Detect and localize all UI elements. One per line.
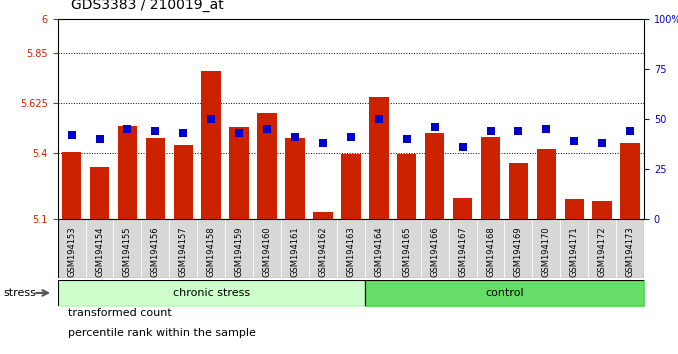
Point: [374, 117, 384, 122]
Point: [457, 145, 468, 150]
Point: [66, 133, 77, 138]
Text: stress: stress: [3, 288, 36, 298]
Point: [290, 135, 300, 140]
Point: [429, 125, 440, 130]
Bar: [341, 154, 361, 219]
Bar: [453, 198, 473, 219]
Text: GSM194162: GSM194162: [319, 227, 327, 277]
Text: GSM194166: GSM194166: [430, 227, 439, 277]
Text: GSM194171: GSM194171: [570, 227, 579, 277]
Text: GSM194160: GSM194160: [262, 227, 272, 277]
Text: chronic stress: chronic stress: [173, 288, 250, 298]
Text: GDS3383 / 210019_at: GDS3383 / 210019_at: [71, 0, 224, 12]
Text: GSM194158: GSM194158: [207, 227, 216, 277]
Bar: [508, 163, 528, 219]
Bar: [481, 137, 500, 219]
Bar: [225, 219, 253, 278]
Point: [94, 137, 105, 142]
Bar: [118, 126, 137, 219]
Bar: [58, 280, 365, 306]
Bar: [620, 143, 640, 219]
Bar: [170, 219, 197, 278]
Bar: [593, 201, 612, 219]
Text: GSM194167: GSM194167: [458, 227, 467, 277]
Bar: [616, 219, 644, 278]
Text: GSM194161: GSM194161: [290, 227, 300, 277]
Bar: [113, 219, 142, 278]
Point: [597, 141, 607, 146]
Bar: [201, 70, 221, 219]
Text: GSM194157: GSM194157: [179, 227, 188, 277]
Text: GSM194154: GSM194154: [95, 227, 104, 277]
Bar: [285, 138, 305, 219]
Text: GSM194172: GSM194172: [598, 227, 607, 277]
Bar: [589, 219, 616, 278]
Point: [206, 117, 217, 122]
Point: [401, 137, 412, 142]
Text: GSM194168: GSM194168: [486, 227, 495, 277]
Point: [234, 131, 245, 136]
Text: GSM194156: GSM194156: [151, 227, 160, 277]
Text: GSM194164: GSM194164: [374, 227, 383, 277]
Bar: [477, 219, 504, 278]
Text: GSM194163: GSM194163: [346, 227, 355, 277]
Point: [178, 131, 188, 136]
Bar: [560, 219, 589, 278]
Text: percentile rank within the sample: percentile rank within the sample: [68, 328, 256, 338]
Point: [317, 141, 328, 146]
Bar: [85, 219, 113, 278]
Text: control: control: [485, 288, 524, 298]
Point: [624, 129, 635, 134]
Text: GSM194169: GSM194169: [514, 227, 523, 277]
Point: [569, 139, 580, 144]
Bar: [281, 219, 309, 278]
Bar: [258, 113, 277, 219]
Bar: [420, 219, 449, 278]
Bar: [449, 219, 477, 278]
Bar: [146, 138, 165, 219]
Bar: [229, 127, 249, 219]
Bar: [393, 219, 420, 278]
Text: GSM194153: GSM194153: [67, 227, 76, 277]
Point: [485, 129, 496, 134]
Bar: [174, 145, 193, 219]
Bar: [313, 212, 333, 219]
Bar: [532, 219, 560, 278]
Bar: [365, 280, 644, 306]
Bar: [197, 219, 225, 278]
Bar: [58, 219, 85, 278]
Point: [262, 127, 273, 132]
Text: transformed count: transformed count: [68, 308, 172, 318]
Text: GSM194155: GSM194155: [123, 227, 132, 277]
Bar: [536, 149, 556, 219]
Text: GSM194165: GSM194165: [402, 227, 412, 277]
Text: GSM194159: GSM194159: [235, 227, 243, 277]
Bar: [365, 219, 393, 278]
Bar: [89, 167, 109, 219]
Bar: [337, 219, 365, 278]
Point: [345, 135, 357, 140]
Bar: [253, 219, 281, 278]
Text: GSM194170: GSM194170: [542, 227, 551, 277]
Point: [150, 129, 161, 134]
Bar: [62, 152, 81, 219]
Point: [541, 127, 552, 132]
Bar: [369, 97, 388, 219]
Point: [513, 129, 524, 134]
Bar: [397, 154, 416, 219]
Bar: [309, 219, 337, 278]
Bar: [425, 133, 444, 219]
Bar: [504, 219, 532, 278]
Point: [122, 127, 133, 132]
Bar: [565, 200, 584, 219]
Bar: [142, 219, 170, 278]
Text: GSM194173: GSM194173: [626, 227, 635, 277]
